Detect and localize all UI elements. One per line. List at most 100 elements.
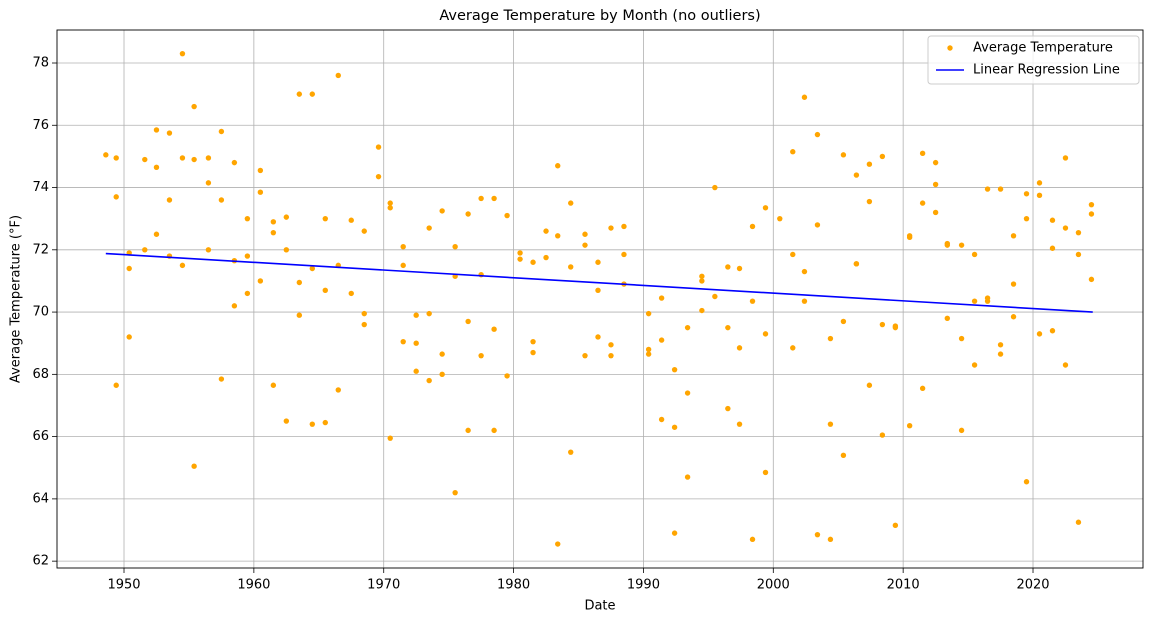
data-point: [361, 228, 367, 234]
data-point: [879, 153, 886, 160]
data-point: [543, 254, 549, 261]
x-tick-label: 1970: [367, 578, 400, 593]
data-point: [1010, 281, 1017, 287]
data-point: [257, 167, 264, 174]
data-point: [322, 215, 328, 222]
data-point: [491, 427, 497, 434]
data-point: [179, 262, 186, 269]
data-point: [387, 435, 393, 441]
data-point: [699, 307, 705, 314]
data-point: [191, 103, 197, 110]
data-point: [1023, 479, 1030, 485]
data-point: [179, 155, 186, 161]
x-tick-label: 1980: [497, 578, 530, 593]
data-point: [283, 214, 290, 220]
data-point: [645, 310, 652, 317]
data-point: [244, 253, 251, 259]
data-point: [309, 421, 316, 427]
data-point: [517, 250, 523, 256]
data-point: [439, 208, 445, 214]
data-point: [1049, 245, 1056, 251]
data-point: [517, 256, 523, 262]
data-point: [1010, 233, 1017, 239]
data-point: [439, 371, 445, 378]
data-point: [658, 416, 665, 423]
data-point: [530, 338, 536, 345]
data-point: [736, 265, 743, 272]
data-point: [892, 522, 899, 529]
data-point: [1036, 331, 1043, 337]
plot-frame: [56, 29, 1144, 569]
data-point: [866, 161, 873, 167]
data-point: [1010, 314, 1017, 320]
data-point: [814, 531, 821, 538]
data-point: [827, 421, 834, 427]
data-point: [919, 150, 926, 156]
data-point: [348, 290, 354, 297]
data-point: [777, 215, 783, 222]
data-point: [866, 198, 873, 205]
data-point: [827, 335, 834, 342]
data-point: [736, 345, 743, 351]
data-point: [958, 427, 965, 434]
data-point: [958, 335, 965, 342]
data-point: [1062, 155, 1069, 161]
y-tick-label: 74: [32, 180, 49, 195]
data-point: [725, 324, 731, 331]
data-point: [749, 223, 756, 230]
data-point: [218, 128, 225, 135]
data-point: [699, 273, 705, 279]
data-point: [1088, 276, 1095, 283]
data-point: [270, 382, 277, 388]
data-point: [478, 195, 484, 202]
x-tick-label: 1950: [107, 578, 140, 593]
data-point: [762, 331, 769, 337]
data-point: [400, 262, 406, 269]
data-point: [879, 321, 886, 328]
data-point: [1036, 180, 1043, 186]
data-point: [814, 222, 821, 228]
data-point: [866, 382, 873, 388]
data-point: [335, 387, 341, 393]
data-point: [153, 231, 160, 237]
data-point: [1088, 211, 1095, 217]
data-point: [595, 334, 601, 340]
data-point: [932, 159, 939, 166]
data-point: [283, 418, 290, 424]
data-point: [296, 91, 303, 97]
x-tick-label: 1990: [627, 578, 660, 593]
data-point: [840, 152, 847, 158]
data-point: [582, 231, 588, 237]
chart-title: Average Temperature by Month (no outlier…: [439, 8, 760, 24]
data-point: [1036, 192, 1043, 199]
data-point: [555, 233, 561, 239]
data-point: [491, 326, 497, 332]
data-point: [944, 242, 951, 248]
y-axis-label: Average Temperature (°F): [9, 215, 24, 383]
data-point: [270, 219, 277, 225]
data-point: [997, 351, 1004, 357]
data-point: [375, 144, 382, 150]
data-point: [671, 366, 678, 373]
data-point: [142, 156, 148, 163]
data-point: [348, 217, 354, 223]
data-point: [1062, 225, 1069, 231]
data-point: [400, 338, 406, 345]
data-point: [439, 351, 445, 357]
data-point: [283, 247, 290, 253]
data-point: [1075, 519, 1082, 525]
data-point: [958, 242, 965, 248]
data-point: [257, 189, 264, 195]
data-point: [555, 163, 561, 169]
y-tick-label: 68: [32, 367, 49, 382]
data-point: [684, 390, 691, 396]
data-point: [762, 205, 769, 211]
data-point: [504, 212, 510, 219]
data-point: [997, 342, 1004, 348]
data-point: [530, 349, 536, 356]
data-point: [608, 225, 614, 231]
data-point: [840, 452, 847, 458]
data-point: [944, 315, 951, 322]
data-point: [375, 173, 382, 180]
data-point: [971, 298, 978, 304]
